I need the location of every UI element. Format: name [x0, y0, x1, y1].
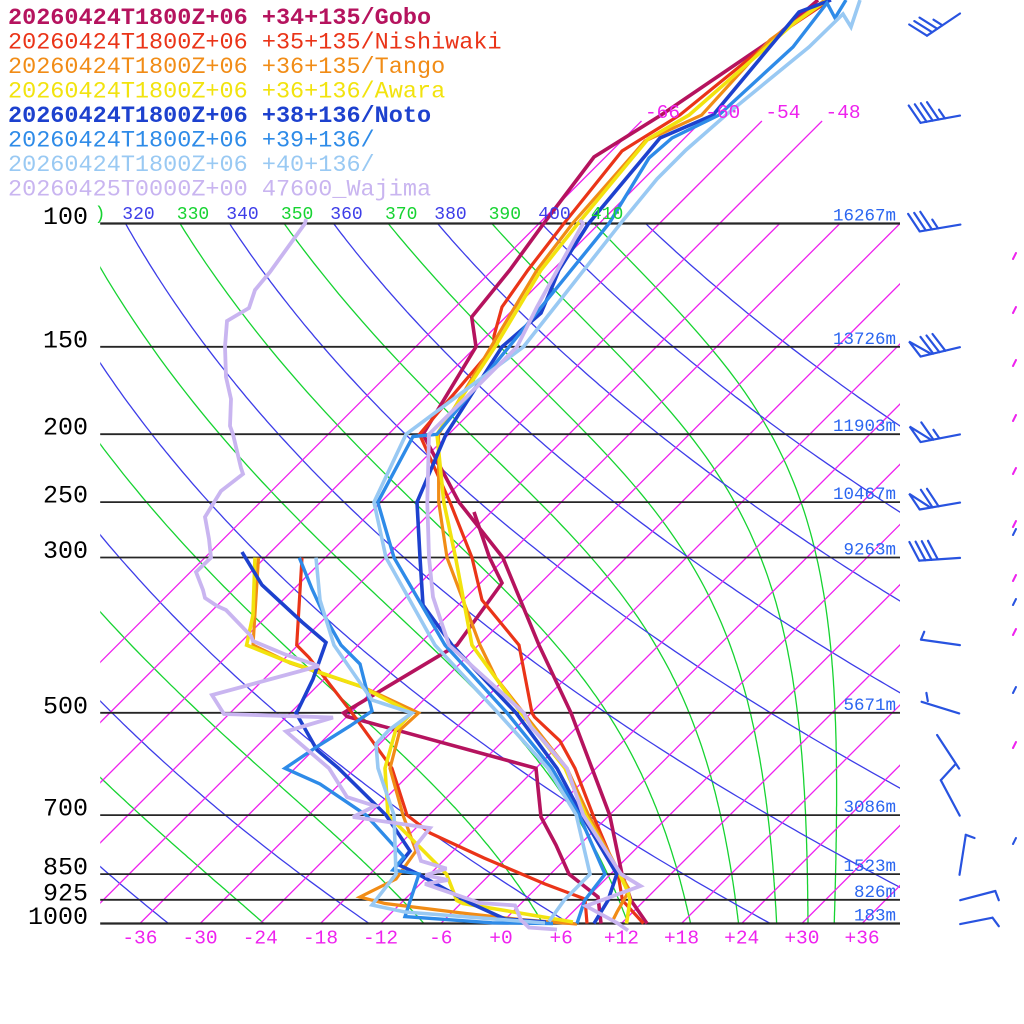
svg-text:20260424T1800Z+06 +35+135/Nish: 20260424T1800Z+06 +35+135/Nishiwaki — [8, 30, 502, 57]
svg-text:200: 200 — [43, 414, 88, 443]
svg-text:20260424T1800Z+06 +36+135/Tang: 20260424T1800Z+06 +36+135/Tango — [8, 54, 445, 81]
svg-text:20260424T1800Z+06 +39+136/: 20260424T1800Z+06 +39+136/ — [8, 128, 375, 155]
svg-text:13726m: 13726m — [833, 330, 896, 350]
svg-text:9263m: 9263m — [843, 541, 896, 561]
svg-text:-18: -18 — [303, 928, 338, 950]
svg-text:350: 350 — [281, 205, 313, 225]
svg-text:): ) — [95, 205, 106, 225]
svg-text:+12: +12 — [604, 928, 639, 950]
svg-text:3086m: 3086m — [843, 798, 896, 818]
svg-text:+30: +30 — [784, 928, 819, 950]
svg-text:20260424T1800Z+06 +38+136/Noto: 20260424T1800Z+06 +38+136/Noto — [8, 103, 431, 130]
svg-text:11903m: 11903m — [833, 417, 896, 437]
svg-text:340: 340 — [226, 205, 258, 225]
svg-text:500: 500 — [43, 692, 88, 721]
svg-text:20260424T1800Z+06 +36+136/Awar: 20260424T1800Z+06 +36+136/Awara — [8, 79, 445, 106]
svg-text:-30: -30 — [183, 928, 218, 950]
svg-text:320: 320 — [122, 205, 154, 225]
svg-text:-36: -36 — [122, 928, 157, 950]
svg-text:16267m: 16267m — [833, 207, 896, 227]
svg-text:300: 300 — [43, 537, 88, 566]
svg-text:250: 250 — [43, 482, 88, 511]
svg-text:+36: +36 — [845, 928, 880, 950]
svg-text:100: 100 — [43, 203, 88, 232]
svg-text:410: 410 — [591, 205, 623, 225]
svg-text:+18: +18 — [664, 928, 699, 950]
svg-text:400: 400 — [538, 205, 570, 225]
svg-text:-54: -54 — [765, 102, 800, 124]
svg-text:5671m: 5671m — [843, 696, 896, 716]
svg-text:20260424T1800Z+06 +40+136/: 20260424T1800Z+06 +40+136/ — [8, 152, 375, 179]
svg-text:-24: -24 — [243, 928, 278, 950]
svg-text:390: 390 — [489, 205, 521, 225]
svg-text:850: 850 — [43, 854, 88, 883]
svg-text:-60: -60 — [705, 102, 740, 124]
svg-text:700: 700 — [43, 795, 88, 824]
svg-text:-12: -12 — [363, 928, 398, 950]
svg-text:20260424T1800Z+06 +34+135/Gobo: 20260424T1800Z+06 +34+135/Gobo — [8, 5, 431, 32]
svg-text:1000: 1000 — [28, 903, 88, 932]
svg-text:+0: +0 — [489, 928, 512, 950]
svg-text:826m: 826m — [854, 883, 896, 903]
svg-text:370: 370 — [385, 205, 417, 225]
svg-text:-48: -48 — [826, 102, 861, 124]
svg-text:380: 380 — [434, 205, 466, 225]
svg-text:360: 360 — [330, 205, 362, 225]
svg-text:-66: -66 — [645, 102, 680, 124]
svg-text:330: 330 — [177, 205, 209, 225]
svg-text:+24: +24 — [724, 928, 759, 950]
svg-text:925: 925 — [43, 879, 88, 908]
svg-text:+6: +6 — [549, 928, 572, 950]
svg-text:183m: 183m — [854, 907, 896, 927]
svg-text:1523m: 1523m — [843, 857, 896, 877]
svg-text:-6: -6 — [429, 928, 452, 950]
svg-text:150: 150 — [43, 326, 88, 355]
svg-text:20260425T0000Z+00 47600_Wajima: 20260425T0000Z+00 47600_Wajima — [8, 177, 431, 204]
svg-text:10467m: 10467m — [833, 485, 896, 505]
